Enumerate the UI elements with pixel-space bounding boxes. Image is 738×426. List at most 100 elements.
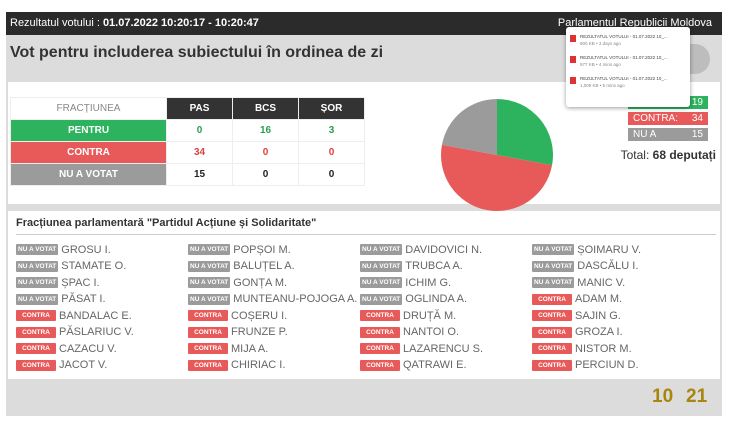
- vote-badge: CONTRA: [188, 343, 228, 355]
- member: CONTRA SAJIN G.: [532, 308, 704, 324]
- legend-value: 15: [691, 129, 703, 140]
- member: CONTRA MIJA A.: [188, 341, 360, 357]
- vote-badge: CONTRA: [532, 310, 572, 322]
- member: NU A VOTAT DASCĂLU I.: [532, 259, 704, 275]
- vote-badge: CONTRA: [16, 310, 56, 322]
- vote-badge: NU A VOTAT: [16, 260, 59, 272]
- cell-value: 15: [166, 163, 233, 186]
- vote-badge: CONTRA: [360, 326, 400, 338]
- member: CONTRA NANTOI O.: [360, 325, 532, 341]
- vote-badge: NU A VOTAT: [16, 277, 59, 289]
- member: CONTRA PĂSLARIUC V.: [16, 325, 188, 341]
- cell-value: 0: [232, 163, 299, 186]
- vote-badge: CONTRA: [16, 343, 56, 355]
- member-name: DASCĂLU I.: [577, 260, 639, 273]
- member: NU A VOTAT STAMATE O.: [16, 259, 188, 275]
- member: CONTRA ADAM M.: [532, 292, 704, 308]
- download-name: REZULTATUL VOTULUI - 01.07.2022 10_...: [580, 76, 668, 81]
- table-row: PENTRU 0 16 3: [10, 119, 365, 142]
- member: NU A VOTAT ICHIM G.: [360, 275, 532, 291]
- member-name: NISTOR M.: [575, 342, 632, 355]
- vote-badge: NU A VOTAT: [360, 293, 403, 305]
- download-meta: 900 KB • 3 days ago: [580, 41, 621, 46]
- member-name: BALUȚEL A.: [233, 260, 295, 273]
- member: CONTRA BANDALAC E.: [16, 308, 188, 324]
- total: Total: 68 deputați: [621, 148, 716, 162]
- member-name: OGLINDA A.: [405, 293, 468, 306]
- header-cell: ȘOR: [298, 97, 365, 120]
- download-name: REZULTATUL VOTULUI - 01.07.2022 10_...: [580, 34, 668, 39]
- vote-badge: CONTRA: [360, 343, 400, 355]
- vote-badge: NU A VOTAT: [360, 260, 403, 272]
- member-name: SAJIN G.: [575, 309, 621, 322]
- member: NU A VOTAT PĂSAT I.: [16, 292, 188, 308]
- member: NU A VOTAT OGLINDA A.: [360, 292, 532, 308]
- vote-badge: CONTRA: [532, 359, 572, 371]
- pie-slice: [497, 99, 553, 166]
- member-name: BANDALAC E.: [59, 309, 132, 322]
- member: CONTRA GROZA I.: [532, 325, 704, 341]
- table-row: CONTRA 34 0 0: [10, 141, 365, 164]
- cell-value: 0: [232, 141, 299, 164]
- download-name: REZULTATUL VOTULUI - 01.07.2022 10_...: [580, 55, 668, 60]
- vote-badge: NU A VOTAT: [188, 293, 231, 305]
- member-name: GROSU I.: [61, 243, 111, 256]
- header-timestamp: 01.07.2022 10:20:17 - 10:20:47: [102, 17, 259, 29]
- header-cell: PAS: [166, 97, 233, 120]
- member-name: POPȘOI M.: [233, 243, 291, 256]
- vote-badge: NU A VOTAT: [532, 260, 575, 272]
- member-name: ADAM M.: [575, 293, 623, 306]
- header-bar: Rezultatul votului : 01.07.2022 10:20:17…: [6, 12, 722, 35]
- member: NU A VOTAT DAVIDOVICI N.: [360, 242, 532, 258]
- member: CONTRA JACOT V.: [16, 358, 188, 374]
- member-name: FRUNZE P.: [231, 326, 288, 339]
- vote-badge: NU A VOTAT: [532, 277, 575, 289]
- member-name: MIJA A.: [231, 342, 269, 355]
- downloads-popup: REZULTATUL VOTULUI - 01.07.2022 10_... 90…: [566, 27, 690, 107]
- pie-slice: [441, 99, 497, 155]
- member-name: DRUȚĂ M.: [403, 309, 457, 322]
- vote-badge: NU A VOTAT: [16, 244, 59, 256]
- vote-badge: NU A VOTAT: [188, 244, 231, 256]
- vote-badge: NU A VOTAT: [532, 244, 575, 256]
- legend-value: 34: [691, 113, 703, 124]
- member-name: PĂSAT I.: [61, 293, 106, 306]
- member-name: JACOT V.: [59, 359, 108, 372]
- cell-value: 0: [298, 163, 365, 186]
- vote-badge: CONTRA: [532, 293, 572, 305]
- member: NU A VOTAT BALUȚEL A.: [188, 259, 360, 275]
- row-label: CONTRA: [10, 141, 167, 164]
- footer-right: 21: [686, 386, 708, 407]
- member: CONTRA FRUNZE P.: [188, 325, 360, 341]
- member: CONTRA LAZARENCU S.: [360, 341, 532, 357]
- header-right: Parlamentul Republicii Moldova: [557, 17, 712, 29]
- pie-slice: [441, 144, 553, 211]
- member: NU A VOTAT MUNTEANU-POJOGA A.: [188, 292, 360, 308]
- vote-badge: NU A VOTAT: [360, 277, 403, 289]
- table-header: FRACȚIUNEA PAS BCS ȘOR: [10, 97, 365, 120]
- member: CONTRA PERCIUN D.: [532, 358, 704, 374]
- cell-value: 3: [298, 119, 365, 142]
- vote-badge: CONTRA: [16, 359, 56, 371]
- download-item: REZULTATUL VOTULUI - 01.07.2022 10_... 90…: [570, 33, 686, 47]
- member-name: CHIRIAC I.: [231, 359, 286, 372]
- pie-chart: [441, 99, 553, 211]
- cell-value: 0: [166, 119, 233, 142]
- download-text: REZULTATUL VOTULUI - 01.07.2022 10_... 1,…: [580, 75, 668, 89]
- download-meta: 977 KB • 4 mins ago: [580, 62, 621, 67]
- footer-left: 10: [652, 386, 674, 407]
- header-prefix: Rezultatul votului :: [10, 17, 103, 29]
- member-name: GROZA I.: [575, 326, 623, 339]
- member-name: PĂSLARIUC V.: [59, 326, 134, 339]
- member: NU A VOTAT ȘPAC I.: [16, 275, 188, 291]
- member-name: DAVIDOVICI N.: [405, 243, 483, 256]
- member-name: ȘOIMARU V.: [577, 243, 642, 256]
- faction-panel: Fracțiunea parlamentară "Partidul Acțiun…: [8, 211, 720, 379]
- member: CONTRA COȘERU I.: [188, 308, 360, 324]
- member: NU A VOTAT TRUBCA A.: [360, 259, 532, 275]
- cell-value: 16: [232, 119, 299, 142]
- vote-badge: CONTRA: [360, 359, 400, 371]
- member: NU A VOTAT POPȘOI M.: [188, 242, 360, 258]
- member: CONTRA CAZACU V.: [16, 341, 188, 357]
